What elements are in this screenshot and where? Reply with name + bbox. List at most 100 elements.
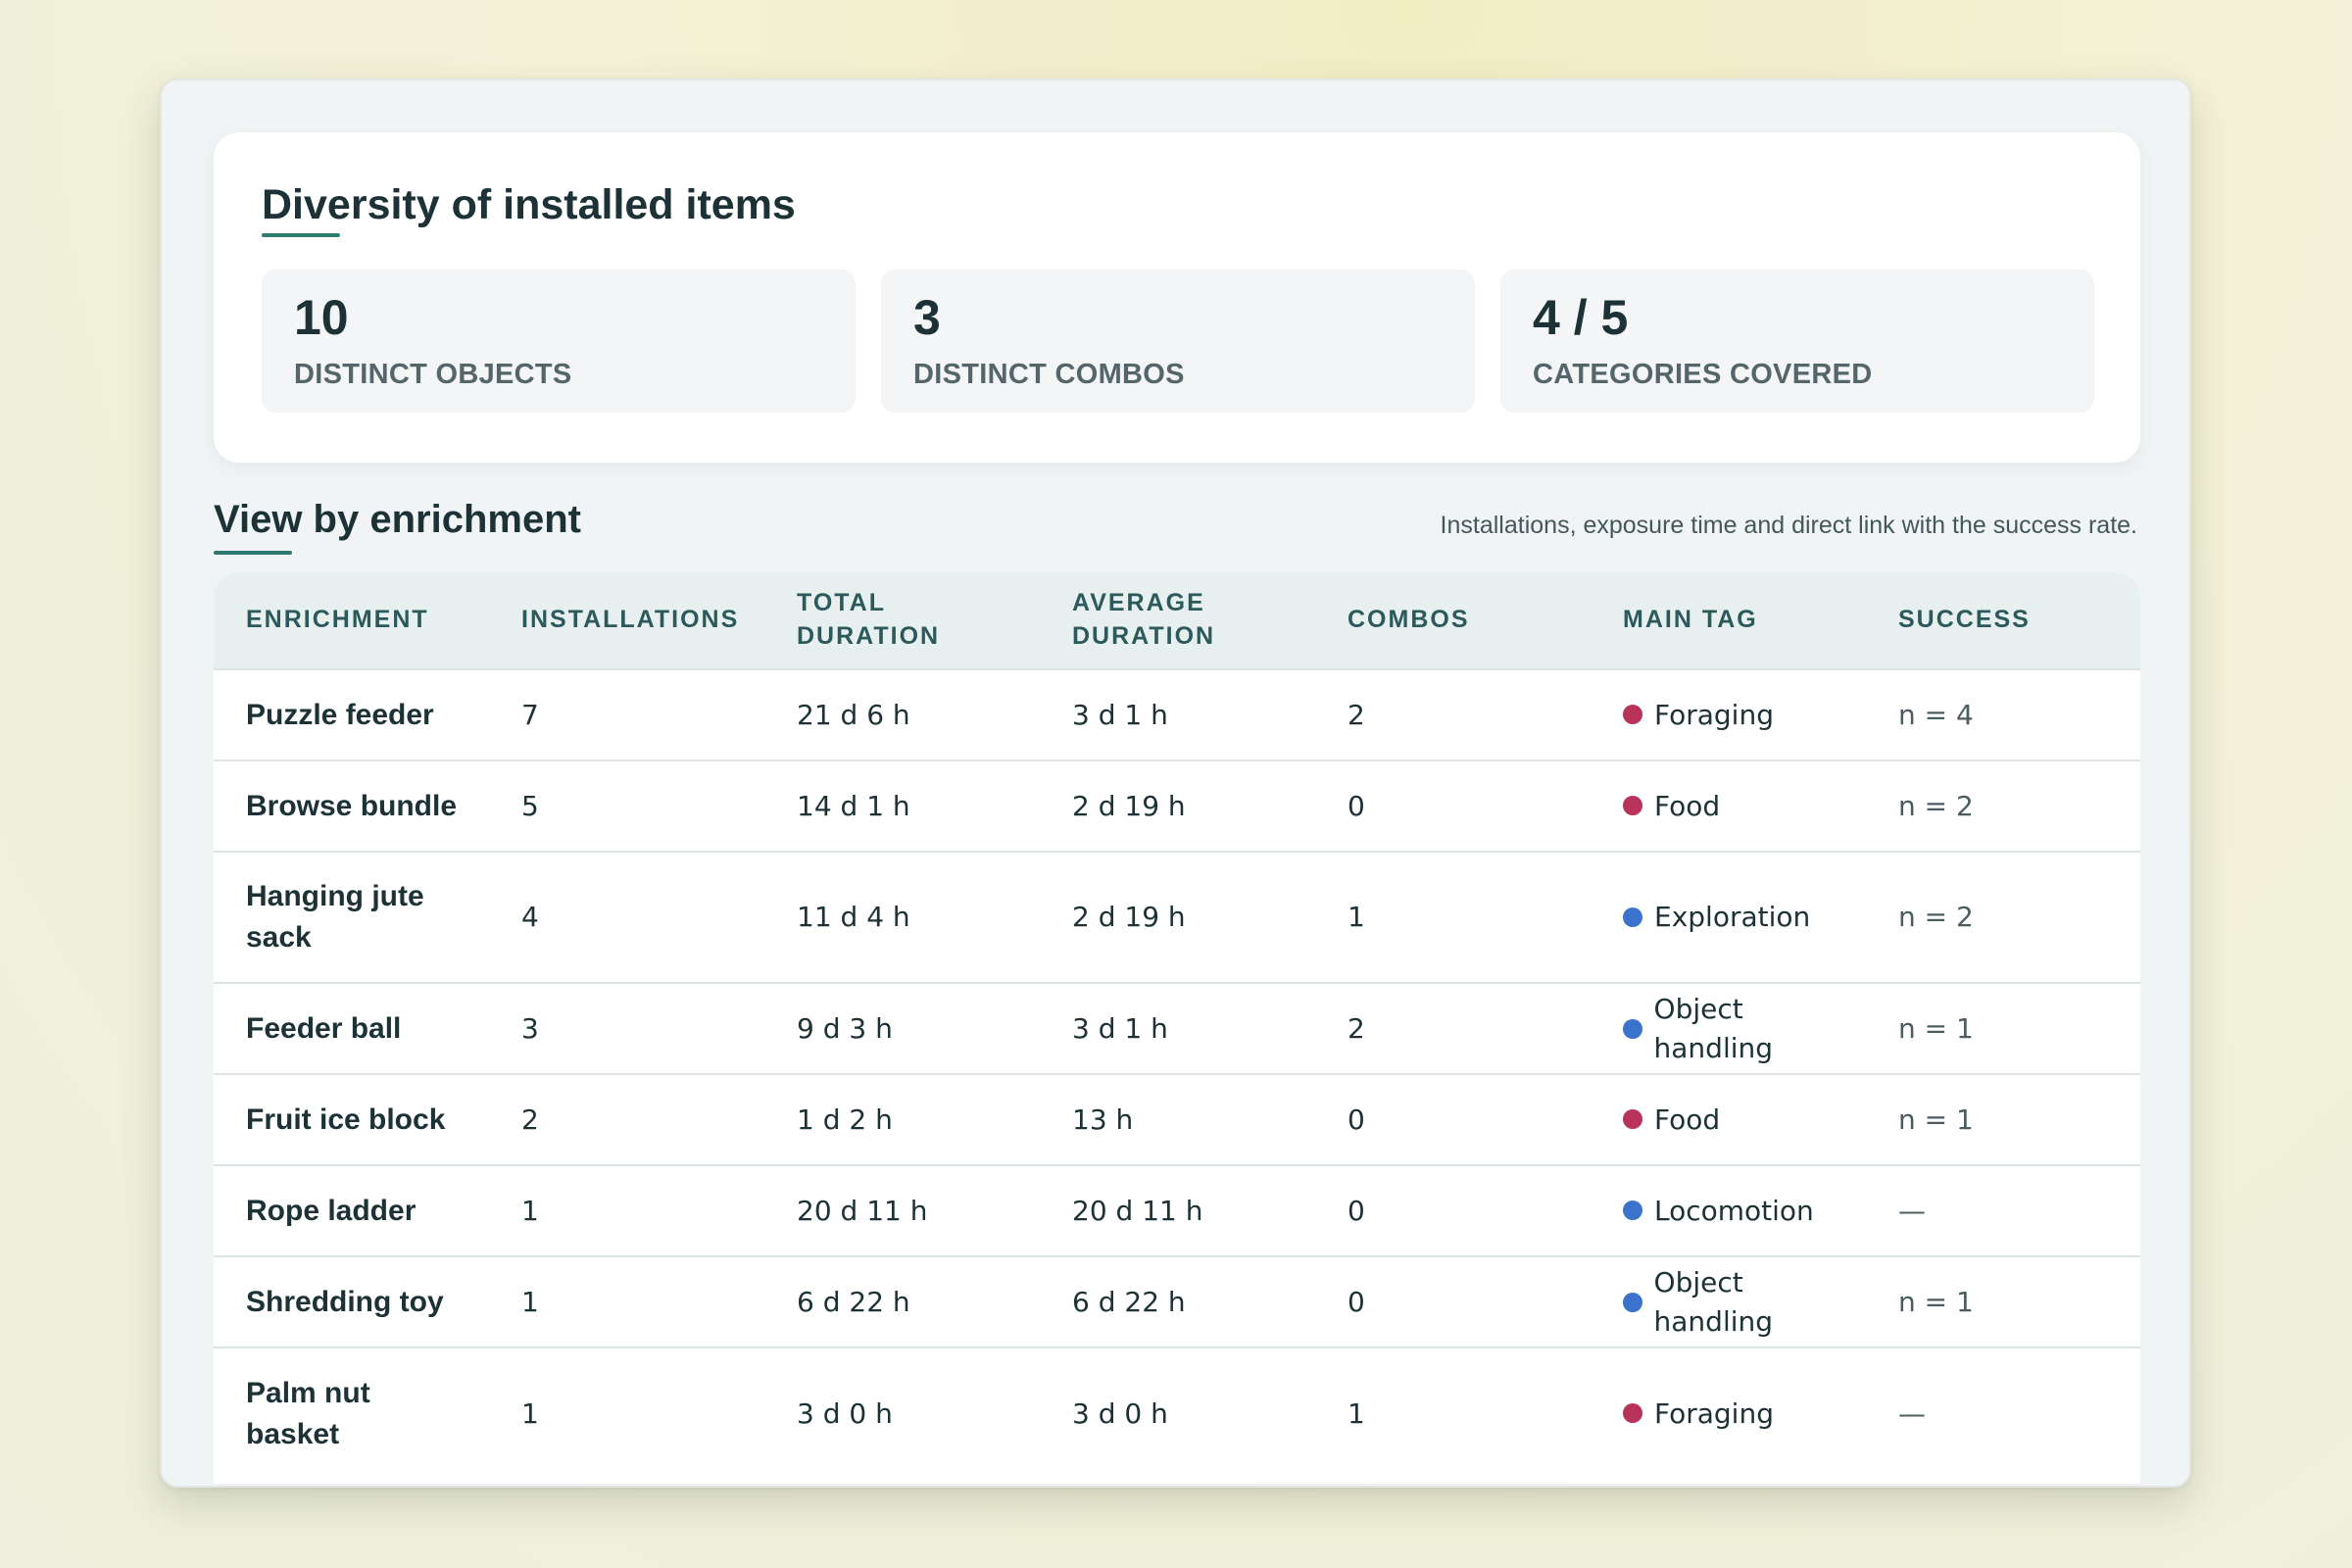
column-header-combos[interactable]: COMBOS xyxy=(1348,606,1470,634)
column-header-label: TOTAL DURATION xyxy=(797,589,941,650)
enrichment-section-title: View by enrichment xyxy=(214,498,581,541)
success-cell: — xyxy=(1866,1347,2140,1479)
column-header-total-duration[interactable]: TOTAL DURATION xyxy=(764,572,1040,669)
stat-value: 10 xyxy=(294,290,349,345)
tag-dot-icon xyxy=(1623,796,1642,816)
combos-cell: 0 xyxy=(1315,1164,1591,1256)
total-duration-cell: 20 d 11 h xyxy=(764,1164,1040,1256)
tag-label: Locomotion xyxy=(1654,1194,1814,1227)
total-duration-cell: 14 d 1 h xyxy=(764,760,1040,852)
installations-cell: 7 xyxy=(489,668,764,760)
success-cell: n = 2 xyxy=(1866,851,2140,983)
main-tag-cell: Locomotion xyxy=(1591,1164,1866,1256)
average-duration-cell: 3 d 1 h xyxy=(1040,982,1315,1074)
installations-cell: 1 xyxy=(489,1164,764,1256)
column-header-installations[interactable]: INSTALLATIONS xyxy=(521,606,740,634)
average-duration-cell: 13 h xyxy=(1040,1073,1315,1165)
combos-cell: 1 xyxy=(1315,1347,1591,1479)
tag-label: Foraging xyxy=(1654,698,1774,731)
average-duration-cell: 2 d 19 h xyxy=(1040,851,1315,983)
tag-badge: Foraging xyxy=(1623,696,1774,734)
tag-label: Food xyxy=(1654,789,1721,822)
tag-label: Object handling xyxy=(1653,993,1774,1064)
average-duration-cell: 2 d 19 h xyxy=(1040,760,1315,852)
stat-distinct-objects: 10 DISTINCT OBJECTS xyxy=(262,270,856,413)
enrichment-name-cell: Rope ladder xyxy=(214,1164,489,1256)
enrichment-name-cell: Feeder ball xyxy=(214,982,489,1074)
column-header-label: AVERAGE DURATION xyxy=(1072,589,1216,650)
combos-cell: 0 xyxy=(1315,1073,1591,1165)
installations-cell: 2 xyxy=(489,1073,764,1165)
tag-dot-icon xyxy=(1623,906,1642,927)
table-row[interactable]: Fruit ice block 2 1 d 2 h 13 h 0 Food n = 1 xyxy=(214,1073,2140,1165)
diversity-card: Diversity of installed items 10 DISTINCT… xyxy=(214,132,2140,463)
tag-badge: Food xyxy=(1623,787,1720,825)
column-header-average-duration[interactable]: AVERAGE DURATION xyxy=(1040,572,1315,669)
enrichment-name-cell: Shredding toy xyxy=(214,1255,489,1348)
stat-categories-covered: 4 / 5 CATEGORIES COVERED xyxy=(1500,270,2094,413)
success-cell: n = 2 xyxy=(1866,760,2140,852)
tag-dot-icon xyxy=(1623,1200,1642,1221)
section-underline xyxy=(214,551,292,555)
tag-badge: Foraging xyxy=(1623,1395,1774,1433)
main-tag-cell: Food xyxy=(1591,760,1866,852)
tag-dot-icon xyxy=(1623,1018,1642,1039)
installations-cell: 3 xyxy=(489,982,764,1074)
total-duration-cell: 21 d 6 h xyxy=(764,668,1040,760)
table-header-row: ENRICHMENT INSTALLATIONS TOTAL DURATION … xyxy=(214,572,2140,669)
installations-cell: 4 xyxy=(489,851,764,983)
success-cell: n = 1 xyxy=(1866,1073,2140,1165)
installations-cell: 1 xyxy=(489,1347,764,1479)
diversity-title: Diversity of installed items xyxy=(262,181,796,228)
enrichment-table-container: ENRICHMENT INSTALLATIONS TOTAL DURATION … xyxy=(214,572,2140,1484)
tag-dot-icon xyxy=(1623,1403,1642,1424)
tag-dot-icon xyxy=(1623,1109,1642,1130)
column-header-main-tag[interactable]: MAIN TAG xyxy=(1623,606,1758,634)
enrichment-name-cell: Palm nut basket xyxy=(214,1347,489,1479)
tag-label: Object handling xyxy=(1653,1266,1774,1338)
tag-label: Foraging xyxy=(1654,1396,1774,1430)
success-cell: n = 1 xyxy=(1866,982,2140,1074)
tag-badge: Exploration xyxy=(1623,898,1810,936)
main-tag-cell: Object handling xyxy=(1591,982,1866,1074)
enrichment-name-cell: Fruit ice block xyxy=(214,1073,489,1165)
combos-cell: 2 xyxy=(1315,982,1591,1074)
title-underline xyxy=(262,233,340,237)
total-duration-cell: 6 d 22 h xyxy=(764,1255,1040,1348)
combos-cell: 0 xyxy=(1315,1255,1591,1348)
total-duration-cell: 11 d 4 h xyxy=(764,851,1040,983)
average-duration-cell: 20 d 11 h xyxy=(1040,1164,1315,1256)
success-cell: n = 4 xyxy=(1866,668,2140,760)
tag-badge: Food xyxy=(1623,1101,1720,1139)
enrichment-name-cell: Puzzle feeder xyxy=(214,668,489,760)
main-tag-cell: Object handling xyxy=(1591,1255,1866,1348)
average-duration-cell: 3 d 0 h xyxy=(1040,1347,1315,1479)
main-tag-cell: Food xyxy=(1591,1073,1866,1165)
enrichment-name-cell: Browse bundle xyxy=(214,760,489,852)
average-duration-cell: 6 d 22 h xyxy=(1040,1255,1315,1348)
table-row[interactable]: Rope ladder 1 20 d 11 h 20 d 11 h 0 Locomotio… xyxy=(214,1164,2140,1256)
tag-label: Food xyxy=(1654,1102,1721,1136)
column-header-enrichment[interactable]: ENRICHMENT xyxy=(246,606,429,634)
stat-label: DISTINCT OBJECTS xyxy=(294,359,572,390)
total-duration-cell: 9 d 3 h xyxy=(764,982,1040,1074)
combos-cell: 2 xyxy=(1315,668,1591,760)
tag-badge: Locomotion xyxy=(1623,1192,1814,1230)
combos-cell: 1 xyxy=(1315,851,1591,983)
column-header-success[interactable]: SUCCESS xyxy=(1898,606,2031,634)
success-cell: n = 1 xyxy=(1866,1255,2140,1348)
stats-row: 10 DISTINCT OBJECTS 3 DISTINCT COMBOS 4 … xyxy=(262,270,2094,413)
main-tag-cell: Foraging xyxy=(1591,1347,1866,1479)
stat-value: 3 xyxy=(913,290,941,345)
installations-cell: 5 xyxy=(489,760,764,852)
main-tag-cell: Foraging xyxy=(1591,668,1866,760)
success-cell: — xyxy=(1866,1164,2140,1256)
enrichment-name-cell: Hanging jute sack xyxy=(214,851,489,983)
